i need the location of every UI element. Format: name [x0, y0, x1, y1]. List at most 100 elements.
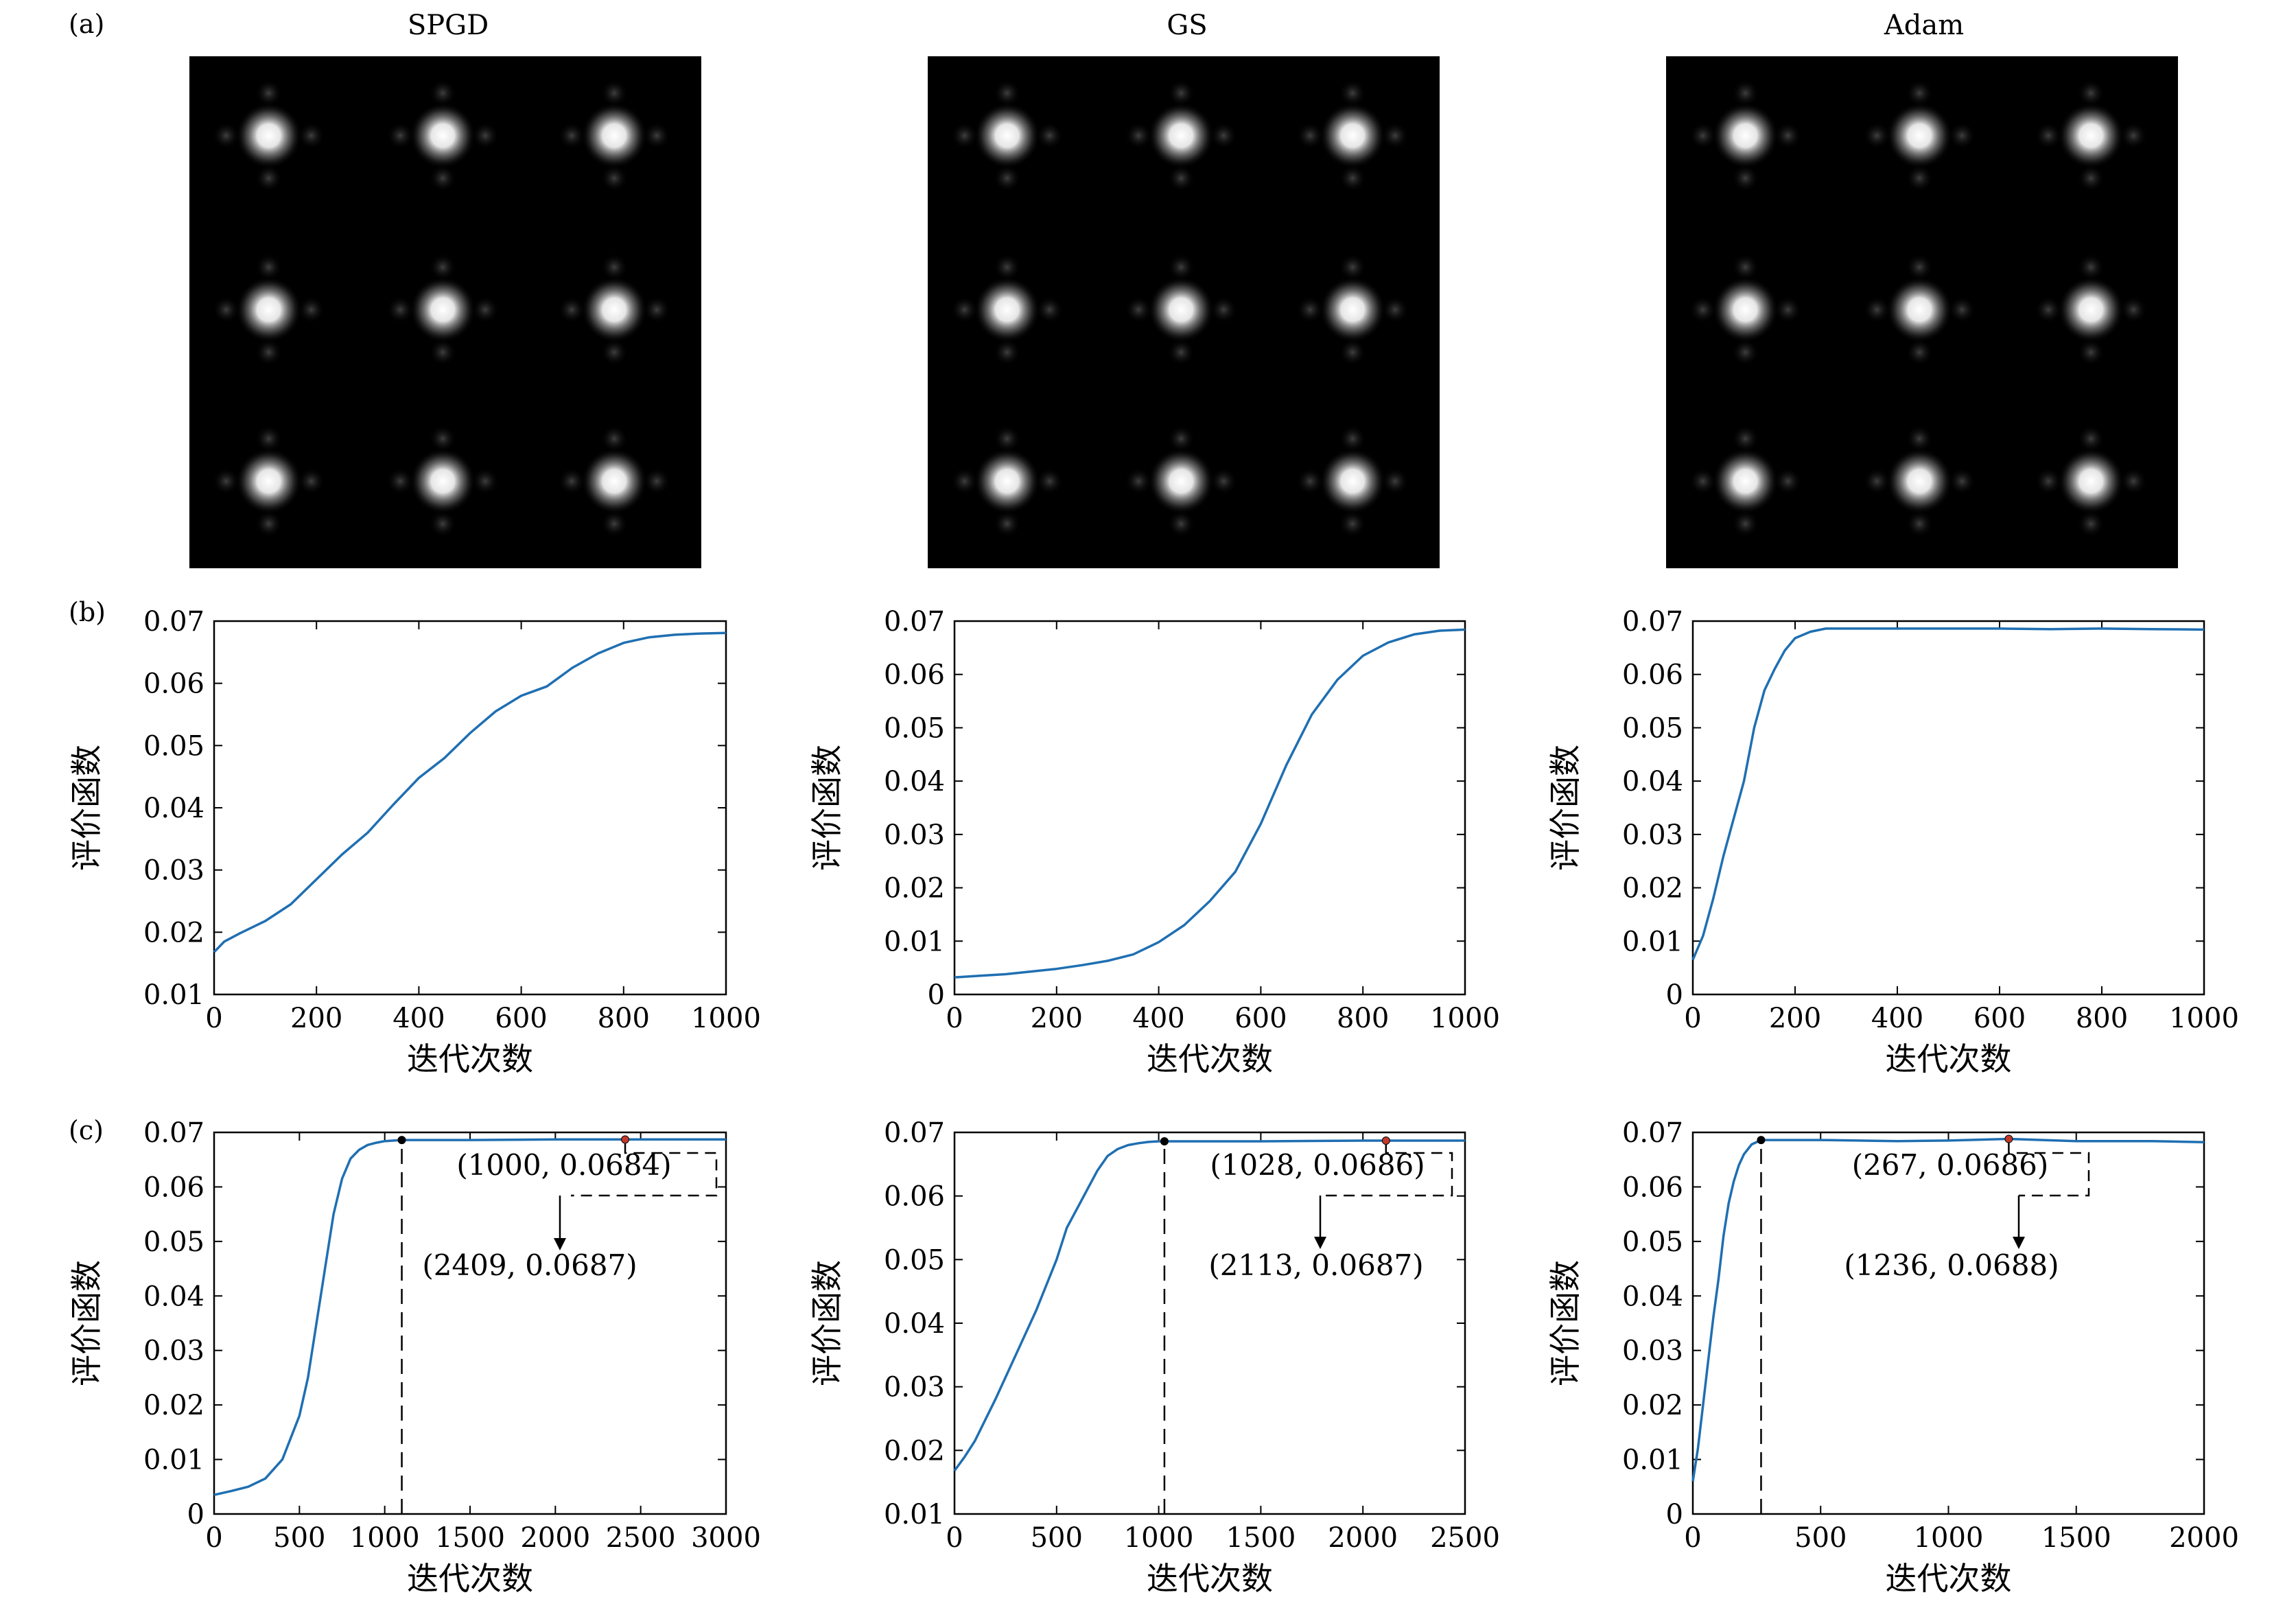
annotation-max-value: (2113, 0.0687): [1208, 1248, 1423, 1282]
y-tick-label: 0.03: [1622, 819, 1683, 851]
y-tick-label: 0.05: [1622, 712, 1683, 744]
side-lobe: [1906, 338, 1934, 366]
y-tick-label: 0.03: [143, 1336, 204, 1367]
x-axis-label: 迭代次数: [407, 1560, 533, 1597]
side-lobe: [1731, 510, 1759, 538]
y-tick-label: 0.04: [1622, 766, 1683, 797]
light-spot: [974, 448, 1040, 515]
side-lobe: [558, 296, 586, 324]
convergence-marker: [1160, 1137, 1169, 1145]
side-lobe: [993, 253, 1021, 281]
side-lobe: [993, 338, 1021, 366]
plot-frame: [953, 620, 1466, 996]
y-tick-label: 0.06: [884, 660, 945, 691]
x-tick-label: 500: [1031, 1522, 1083, 1554]
x-tick-label: 3000: [691, 1522, 761, 1554]
x-tick-label: 1000: [2169, 1003, 2239, 1034]
light-spot: [974, 277, 1040, 343]
x-axis-label: 迭代次数: [1147, 1040, 1273, 1077]
side-lobe: [600, 253, 629, 281]
side-lobe: [1381, 296, 1409, 324]
y-tick-label: 0.01: [143, 1445, 204, 1476]
y-tick-label: 0.02: [143, 1390, 204, 1421]
side-lobe: [297, 467, 325, 496]
x-tick-label: 2000: [520, 1522, 590, 1554]
side-lobe: [212, 296, 240, 324]
chart-b2: 0 200 400 600 800 1000 0 0.01 0.02 0.03 0.04 0.05 0.…: [808, 606, 1500, 1077]
x-tick-label: 1000: [1430, 1003, 1500, 1034]
light-spot: [974, 102, 1040, 169]
side-lobe: [1035, 467, 1064, 496]
x-tick-label: 800: [2076, 1003, 2128, 1034]
x-tick-label: 400: [1132, 1003, 1184, 1034]
y-tick-label: 0.04: [1622, 1281, 1683, 1312]
side-lobe: [2035, 467, 2063, 496]
y-tick-label: 0.04: [884, 766, 945, 797]
side-lobe: [297, 296, 325, 324]
side-lobe: [1167, 338, 1195, 366]
side-lobe: [1035, 121, 1064, 150]
side-lobe: [429, 253, 457, 281]
y-tick-label: 0.07: [143, 606, 204, 638]
side-lobe: [1948, 467, 1976, 496]
side-lobe: [386, 467, 414, 496]
light-spot: [2058, 448, 2124, 515]
chart-c3: 0 500 1000 1500 2000 0 0.01 0.02 0.03 0.04 0.05 0.0…: [1547, 1117, 2239, 1597]
image-title-adam: Adam: [1884, 10, 1964, 41]
side-lobe: [429, 338, 457, 366]
side-lobe: [2120, 121, 2148, 150]
y-tick-label: 0.07: [1622, 1117, 1683, 1149]
side-lobe: [1731, 425, 1759, 453]
side-lobe: [297, 121, 325, 150]
side-lobe: [1906, 164, 1934, 192]
y-tick-label: 0.07: [1622, 606, 1683, 638]
y-tick-label: 0.06: [1622, 660, 1683, 691]
y-tick-label: 0.02: [1622, 873, 1683, 905]
light-spot: [410, 102, 476, 169]
annotation-arrow-head: [1314, 1237, 1326, 1249]
side-lobe: [1339, 510, 1367, 538]
annotation-max-value: (2409, 0.0687): [422, 1248, 637, 1282]
x-tick-label: 600: [1234, 1003, 1287, 1034]
y-tick-label: 0.01: [143, 979, 204, 1011]
x-tick-label: 600: [495, 1003, 547, 1034]
side-lobe: [1906, 79, 1934, 107]
best-value-marker: [1381, 1137, 1390, 1145]
side-lobe: [1296, 296, 1324, 324]
light-spot: [410, 277, 476, 343]
series-line-spgd: [213, 1138, 726, 1496]
y-tick-label: 0.02: [884, 1435, 945, 1467]
side-lobe: [386, 121, 414, 150]
side-lobe: [255, 253, 283, 281]
side-lobe: [1167, 79, 1195, 107]
light-spot: [1320, 277, 1386, 343]
panel-label-c: (c): [69, 1115, 104, 1145]
y-tick-label: 0.01: [1622, 1445, 1683, 1476]
annotation-arrow-head: [2013, 1237, 2025, 1249]
best-value-marker: [621, 1135, 630, 1144]
side-lobe: [2077, 253, 2105, 281]
side-lobe: [600, 338, 629, 366]
x-tick-label: 200: [290, 1003, 342, 1034]
x-tick-label: 2000: [1328, 1522, 1398, 1554]
side-lobe: [558, 467, 586, 496]
side-lobe: [212, 121, 240, 150]
light-spot: [235, 102, 302, 169]
intensity-image-spgd: [189, 56, 701, 568]
x-tick-label: 1000: [1914, 1522, 1984, 1554]
side-lobe: [1035, 296, 1064, 324]
side-lobe: [1381, 121, 1409, 150]
side-lobe: [1339, 253, 1367, 281]
side-lobe: [1689, 467, 1717, 496]
annotation-first-converged: (267, 0.0686): [1852, 1148, 2049, 1182]
x-tick-label: 1500: [1226, 1522, 1296, 1554]
chart-b3: 0 200 400 600 800 1000 0 0.01 0.02 0.03 0.04 0.05 0.…: [1547, 606, 2239, 1077]
side-lobe: [1863, 467, 1891, 496]
x-tick-label: 2500: [1430, 1522, 1500, 1554]
convergence-marker: [397, 1136, 406, 1145]
x-tick-label: 200: [1769, 1003, 1821, 1034]
y-tick-label: 0.04: [884, 1308, 945, 1340]
side-lobe: [1948, 121, 1976, 150]
side-lobe: [950, 296, 979, 324]
y-tick-label: 0: [187, 1499, 204, 1530]
